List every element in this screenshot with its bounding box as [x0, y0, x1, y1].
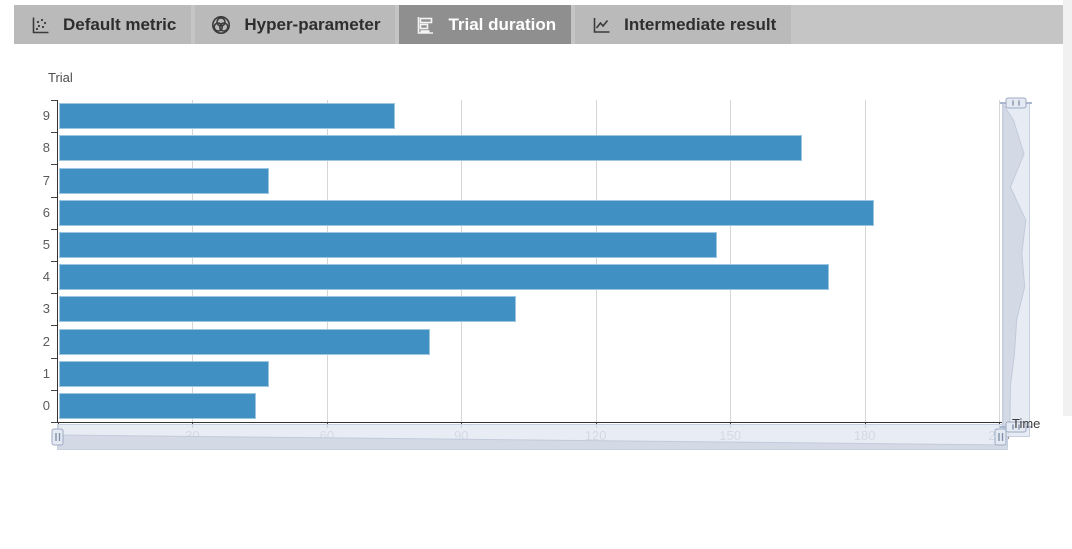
y-axis-tick [51, 261, 57, 262]
y-axis-category-label: 8 [42, 140, 50, 156]
bar-trial-1[interactable] [58, 360, 270, 387]
y-axis-category-label: 2 [42, 333, 50, 349]
bar-trial-7[interactable] [58, 167, 270, 194]
y-axis-title: Trial [48, 70, 73, 85]
x-datazoom-left-handle[interactable] [51, 424, 64, 450]
bar-trial-4[interactable] [58, 264, 830, 291]
y-axis-tick [51, 422, 57, 423]
y-axis-category-label: 5 [42, 236, 50, 252]
x-datazoom-right-handle[interactable] [994, 424, 1007, 450]
gridline [461, 100, 463, 422]
y-datazoom-slider[interactable] [1002, 103, 1030, 437]
scatter-plot-icon [29, 14, 51, 36]
y-axis-category-label: 0 [42, 397, 50, 413]
y-axis-tick [51, 357, 57, 359]
x-axis-title: Time [1012, 416, 1041, 431]
tab-trial-duration[interactable]: Trial duration [399, 5, 572, 44]
y-axis-category-label: 3 [42, 301, 50, 317]
y-datazoom-bottom-handle[interactable] [1000, 420, 1032, 434]
bar-trial-3[interactable] [58, 296, 516, 323]
y-axis-category-label: 6 [42, 204, 50, 220]
y-axis-category-label: 4 [42, 269, 50, 285]
bar-trial-9[interactable] [58, 103, 395, 130]
y-axis-tick [51, 100, 57, 101]
y-axis-tick [51, 228, 57, 230]
tab-label: Trial duration [448, 14, 557, 34]
y-axis-category-label: 9 [42, 108, 50, 124]
bar-trial-5[interactable] [58, 231, 718, 258]
tab-label: Intermediate result [624, 14, 777, 34]
gridline [192, 100, 194, 422]
x-datazoom-slider[interactable] [57, 424, 1008, 450]
x-axis-line [57, 422, 1007, 423]
y-axis-tick [51, 389, 57, 391]
tab-label: Hyper-parameter [244, 14, 381, 34]
bar-trial-8[interactable] [58, 135, 803, 162]
y-datazoom-shadow [1003, 104, 1027, 436]
x-datazoom-shadow [58, 434, 1007, 449]
tab-intermediate-result[interactable]: Intermediate result [575, 5, 792, 44]
y-axis-category-label: 7 [42, 172, 50, 188]
chart-tabbar: Default metric Hyper-parameter [14, 5, 1063, 44]
y-datazoom-top-handle[interactable] [1000, 96, 1032, 110]
duration-bar-chart: 03060901201501802100123456789 [0, 44, 1072, 549]
y-axis-tick [51, 196, 57, 198]
gridline [864, 100, 866, 422]
bar-trial-0[interactable] [58, 392, 256, 419]
y-axis-line [57, 100, 58, 423]
tab-hyper-parameter[interactable]: Hyper-parameter [195, 5, 396, 44]
scrollbar-track[interactable] [1063, 0, 1072, 416]
gridline [730, 100, 732, 422]
y-axis-tick [51, 293, 57, 295]
line-chart-icon [590, 14, 612, 36]
bar-trial-2[interactable] [58, 328, 431, 355]
bar-chart-icon [414, 14, 436, 36]
gridline [999, 100, 1000, 422]
sphere-icon [210, 14, 232, 36]
y-axis-category-label: 1 [42, 365, 50, 381]
gridline [595, 100, 597, 422]
y-axis-tick [51, 132, 57, 134]
y-axis-tick [51, 164, 57, 166]
tab-label: Default metric [63, 14, 177, 34]
gridline [326, 100, 328, 422]
bar-trial-6[interactable] [58, 199, 874, 226]
trial-duration-panel: Trial 03060901201501802100123456789 [0, 44, 1072, 549]
y-axis-tick [51, 325, 57, 327]
tab-default-metric[interactable]: Default metric [14, 5, 192, 44]
